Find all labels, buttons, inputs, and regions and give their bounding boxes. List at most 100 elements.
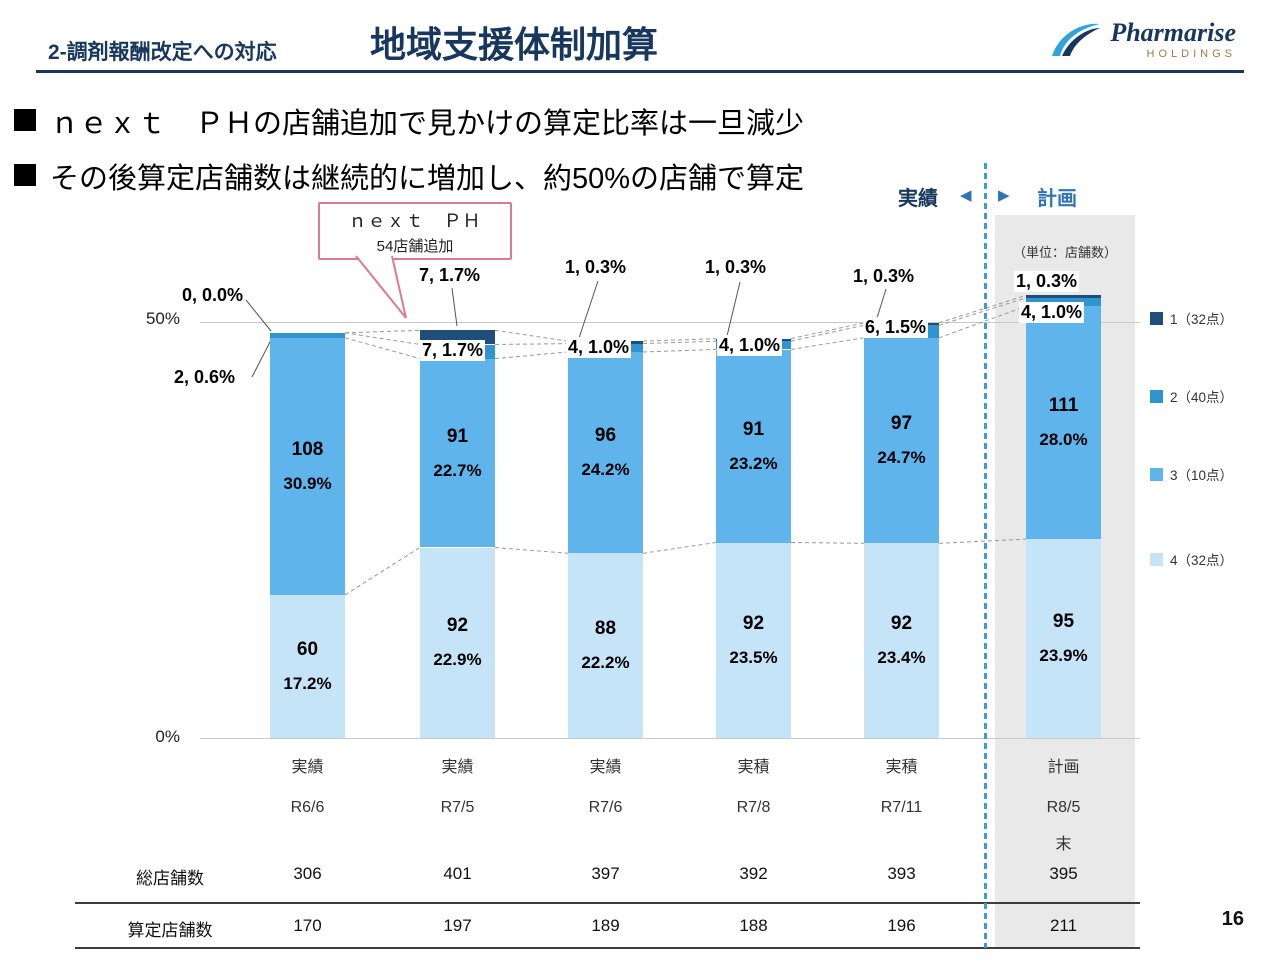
table-row-label: 算定店舗数 [127, 921, 213, 940]
y-tick-0: 0% [155, 727, 180, 746]
segment-value-label: 97 24.7% [877, 413, 926, 468]
phase-label-plan: 計画 [1037, 188, 1077, 210]
bar-annotation-s1: 1, 0.3% [851, 266, 917, 287]
legend-item: 1（32点） [1150, 308, 1233, 328]
legend-label: 3（10点） [1170, 468, 1234, 483]
bar-segment-4: 92 23.4% [864, 543, 939, 738]
bar-annotation-s2: 2, 0.6% [172, 367, 238, 388]
bullet-square-icon [14, 109, 36, 131]
bar-annotation-s2: 4, 1.0% [717, 335, 783, 356]
callout-line1: ｎｅｘｔ ＰＨ [348, 210, 482, 231]
section-label: 2-調剤報酬改定への対応 [48, 41, 277, 64]
category-status: 実績 [589, 759, 622, 776]
bar-segment-4: 60 17.2% [270, 594, 345, 738]
bullet-2: その後算定店舗数は継続的に増加し、約50%の店舗で算定 [14, 155, 804, 197]
table-value: 401 [443, 864, 472, 883]
category-status: 実積 [737, 759, 770, 776]
bar-annotation-s1: 7, 1.7% [417, 265, 483, 286]
bullet-text: その後算定店舗数は継続的に増加し、約50%の店舗で算定 [50, 163, 805, 195]
table-value: 196 [887, 916, 916, 935]
page-title: 地域支援体制加算 [370, 24, 659, 65]
legend-label: 4（32点） [1170, 553, 1234, 568]
header-divider [36, 70, 1244, 73]
bar-segment-3: 96 24.2% [568, 352, 643, 554]
segment-value-label: 91 23.2% [729, 418, 778, 473]
callout-next-ph: ｎｅｘｔ ＰＨ 54店舗追加 [318, 202, 512, 260]
table-value: 393 [887, 864, 916, 883]
segment-value-label: 88 22.2% [581, 618, 630, 673]
bar-segment-3: 91 23.2% [716, 349, 791, 543]
bar-annotation-s2: 7, 1.7% [420, 340, 486, 361]
bar-segment-3: 111 28.0% [1026, 306, 1101, 540]
legend-swatch-icon [1150, 389, 1163, 403]
bar-annotation-s1: 1, 0.3% [703, 257, 769, 278]
table-value: 306 [293, 864, 322, 883]
bar-annotation-s1: 0, 0.0% [180, 285, 246, 306]
table-divider-bottom [75, 947, 1140, 949]
bullet-square-icon [14, 164, 36, 186]
segment-value-label: 96 24.2% [581, 425, 630, 480]
table-row-label: 総店舗数 [136, 869, 204, 888]
legend-swatch-icon [1150, 552, 1163, 566]
actual-plan-separator [984, 163, 987, 948]
legend-item: 2（40点） [1150, 386, 1233, 406]
bar-segment-4: 92 23.5% [716, 542, 791, 738]
category-period: R6/6 [290, 799, 325, 816]
table-value: 189 [591, 916, 620, 935]
unit-note: （単位：店舗数） [1013, 245, 1118, 260]
logo-text: Pharmarise HOLDINGS [1110, 20, 1236, 61]
left-triangle-icon: ◀ [960, 187, 972, 204]
bar-segment-3: 97 24.7% [864, 337, 939, 544]
bar-segment-4: 88 22.2% [568, 553, 643, 738]
bar-segment-3: 91 22.7% [420, 358, 495, 548]
segment-value-label: 108 30.9% [283, 438, 332, 493]
gridline-50pct [200, 322, 1140, 323]
bar-annotation-s1: 1, 0.3% [563, 257, 629, 278]
bar-segment-4: 92 22.9% [420, 547, 495, 738]
page-number: 16 [1221, 908, 1244, 930]
category-period: R7/8 [736, 799, 771, 816]
y-tick-50: 50% [145, 309, 180, 328]
table-divider-top [75, 902, 1140, 904]
bar-annotation-s1: 1, 0.3% [1014, 271, 1080, 292]
table-value: 392 [739, 864, 768, 883]
phase-label-actual: 実績 [898, 188, 938, 210]
bar-segment-3: 108 30.9% [270, 337, 345, 595]
category-status: 計画 [1047, 759, 1080, 776]
bar-annotation-s2: 4, 1.0% [566, 337, 632, 358]
table-value: 188 [739, 916, 768, 935]
category-status: 実積 [885, 759, 918, 776]
segment-value-label: 111 28.0% [1039, 395, 1088, 450]
bar-segment-4: 95 23.9% [1026, 539, 1101, 738]
segment-value-label: 92 23.5% [729, 612, 778, 667]
right-triangle-icon: ▶ [998, 187, 1010, 204]
segment-value-label: 95 23.9% [1039, 611, 1088, 666]
legend-item: 4（32点） [1150, 549, 1233, 569]
logo-sub: HOLDINGS [1146, 48, 1236, 60]
category-period: R7/11 [880, 799, 923, 816]
category-period: R8/5 [1046, 799, 1081, 816]
segment-value-label: 92 23.4% [877, 613, 926, 668]
category-period2: 末 [1055, 836, 1072, 853]
legend-swatch-icon [1150, 467, 1163, 481]
table-value: 397 [591, 864, 620, 883]
bar-annotation-s2: 6, 1.5% [863, 317, 929, 338]
legend-label: 1（32点） [1170, 312, 1234, 327]
company-logo: Pharmarise HOLDINGS [1050, 20, 1236, 60]
table-value: 211 [1049, 916, 1078, 935]
category-status: 実績 [291, 759, 324, 776]
bar-segment-1 [1026, 295, 1101, 298]
callout-line2: 54店舗追加 [376, 237, 454, 255]
segment-value-label: 60 17.2% [283, 638, 332, 693]
legend-label: 2（40点） [1170, 390, 1234, 405]
category-period: R7/6 [588, 799, 623, 816]
bullet-1: ｎｅｘｔ ＰＨの店舗追加で見かけの算定比率は一旦減少 [14, 100, 804, 142]
table-value: 395 [1049, 864, 1078, 883]
category-status: 実績 [441, 759, 474, 776]
category-period: R7/5 [440, 799, 475, 816]
legend-item: 3（10点） [1150, 464, 1233, 484]
logo-swoosh-icon [1052, 23, 1101, 56]
table-value: 197 [443, 916, 472, 935]
bar-segment-2 [270, 332, 345, 338]
